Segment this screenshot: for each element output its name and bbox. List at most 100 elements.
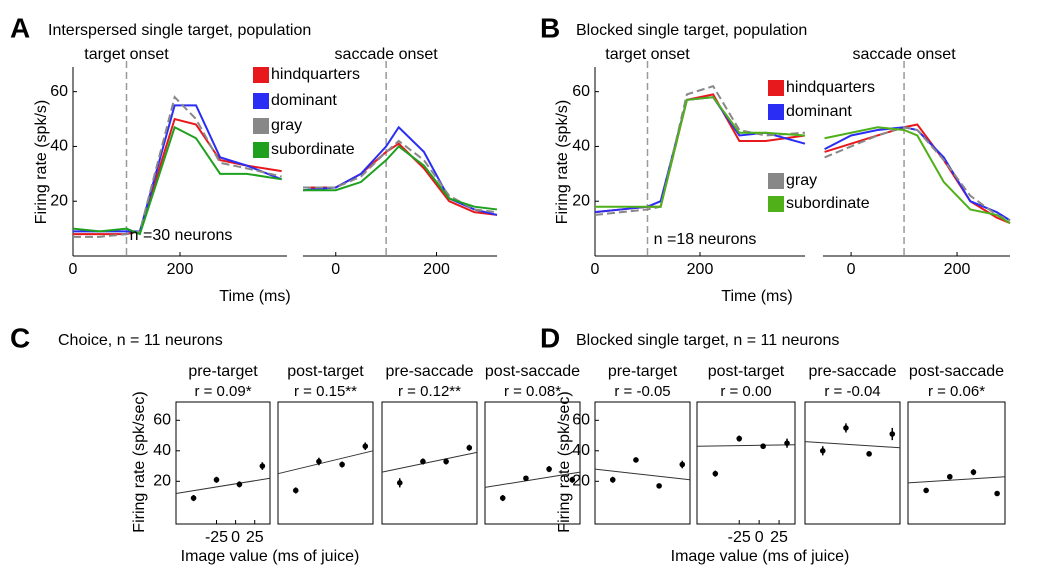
y-tick-label: 60 — [153, 412, 171, 429]
event-label: saccade onset — [852, 46, 956, 63]
legend-swatch — [253, 142, 269, 158]
x-tick-label: 200 — [944, 261, 971, 278]
axes-box — [175, 401, 271, 525]
axes-box — [484, 401, 581, 525]
data-point — [609, 476, 616, 483]
axes-box — [696, 401, 796, 525]
subplot-title: post-saccade — [485, 363, 580, 380]
y-axis-label: Firing rate (spk/sec) — [556, 391, 573, 532]
subplot-title: pre-target — [608, 363, 678, 380]
data-point — [396, 480, 403, 486]
legend-swatch — [253, 93, 269, 109]
series-line — [73, 95, 282, 238]
y-tick-label: 40 — [50, 138, 68, 155]
y-axis-label: Firing rate (spk/s) — [554, 100, 571, 224]
x-tick-label: 200 — [167, 261, 194, 278]
annotation: n =18 neurons — [654, 231, 757, 248]
y-tick-label: 60 — [572, 83, 590, 100]
legend-label: subordinate — [786, 195, 870, 212]
x-tick-label: 0 — [847, 261, 856, 278]
subplot-title: post-target — [287, 363, 364, 380]
data-point — [866, 451, 872, 457]
legend-label: dominant — [271, 92, 337, 109]
subplot-title: pre-saccade — [385, 363, 473, 380]
x-tick-label: 0 — [755, 529, 764, 546]
stat-label: r = 0.12** — [398, 383, 461, 400]
fit-line — [277, 450, 374, 475]
event-label: target onset — [605, 46, 690, 63]
data-point — [362, 443, 369, 450]
x-tick-label: -25 — [205, 529, 228, 546]
data-point — [292, 487, 299, 494]
data-point — [633, 457, 639, 463]
legend-swatch — [253, 118, 269, 134]
axes-box — [381, 401, 478, 525]
panel-letter: B — [540, 12, 560, 43]
data-point — [213, 476, 220, 483]
x-tick-label: 0 — [231, 529, 240, 546]
stat-label: r = 0.15** — [294, 383, 357, 400]
x-axis-label: Image value (ms of juice) — [671, 548, 850, 565]
event-label: saccade onset — [335, 46, 439, 63]
axes-box — [907, 401, 1006, 525]
x-axis-label: Time (ms) — [219, 288, 290, 305]
data-point — [259, 463, 266, 469]
fit-line — [381, 451, 478, 473]
y-tick-label: 60 — [572, 412, 590, 429]
legend-label: hindquarters — [786, 79, 875, 96]
legend-label: subordinate — [271, 141, 355, 158]
y-tick-label: 20 — [153, 473, 171, 490]
data-point — [190, 495, 197, 501]
data-point — [656, 483, 662, 489]
legend-swatch — [768, 196, 784, 212]
panel-title: Blocked single target, n = 11 neurons — [576, 332, 839, 349]
panel-letter: C — [10, 322, 30, 353]
stat-label: r = 0.06* — [928, 383, 985, 400]
x-tick-label: 0 — [69, 261, 78, 278]
subplot-title: pre-saccade — [808, 363, 896, 380]
data-point — [946, 473, 953, 480]
data-point — [970, 469, 977, 475]
fit-line — [484, 471, 581, 488]
data-point — [523, 475, 529, 482]
series-line — [72, 125, 282, 236]
fit-line — [175, 477, 271, 494]
fit-line — [594, 468, 691, 481]
y-tick-label: 20 — [50, 192, 68, 209]
fit-line — [804, 441, 901, 449]
panel-letter: A — [10, 12, 30, 43]
data-point — [236, 481, 243, 488]
x-tick-label: 0 — [331, 261, 340, 278]
legend-swatch — [768, 104, 784, 120]
panel-title: Interspersed single target, population — [48, 22, 311, 39]
series-line — [595, 96, 806, 208]
legend-swatch — [768, 173, 784, 189]
data-point — [819, 448, 826, 454]
x-tick-label: -25 — [728, 529, 751, 546]
axes-box — [277, 401, 374, 525]
y-tick-label: 60 — [50, 83, 68, 100]
data-point — [760, 443, 766, 450]
legend-swatch — [253, 67, 269, 83]
data-point — [420, 458, 426, 465]
data-point — [889, 431, 896, 437]
series-line — [303, 145, 498, 211]
stat-label: r = -0.04 — [824, 383, 880, 400]
y-axis-label: Firing rate (spk/sec) — [131, 391, 148, 532]
y-tick-label: 20 — [572, 192, 590, 209]
data-point — [784, 440, 790, 446]
series-line — [824, 126, 1011, 222]
data-point — [736, 435, 743, 442]
stat-label: r = 0.09* — [194, 383, 251, 400]
x-axis-label: Image value (ms of juice) — [181, 548, 360, 565]
y-tick-label: 40 — [572, 442, 590, 459]
legend-label: hindquarters — [271, 66, 360, 83]
legend-label: gray — [786, 172, 817, 189]
panel-letter: D — [540, 322, 560, 353]
stat-label: r = -0.05 — [614, 383, 670, 400]
fit-line — [907, 476, 1006, 484]
axes-box — [804, 401, 901, 525]
data-point — [994, 490, 1000, 497]
series-line — [73, 117, 282, 236]
